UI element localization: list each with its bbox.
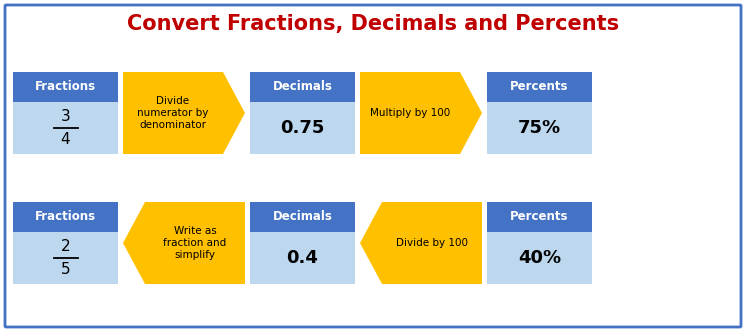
Text: Percents: Percents [510, 210, 568, 223]
FancyBboxPatch shape [250, 72, 355, 102]
Text: 75%: 75% [518, 119, 561, 137]
Text: 4: 4 [60, 132, 70, 147]
FancyBboxPatch shape [13, 72, 118, 102]
Polygon shape [123, 72, 245, 154]
Text: Write as
fraction and
simplify: Write as fraction and simplify [163, 226, 227, 260]
Text: Decimals: Decimals [272, 80, 333, 93]
Text: Percents: Percents [510, 80, 568, 93]
FancyBboxPatch shape [250, 231, 355, 284]
FancyBboxPatch shape [250, 202, 355, 231]
Text: Multiply by 100: Multiply by 100 [370, 108, 450, 118]
Text: 2: 2 [60, 239, 70, 254]
Text: Divide by 100: Divide by 100 [396, 238, 468, 248]
Text: 5: 5 [60, 262, 70, 277]
Polygon shape [123, 202, 245, 284]
Text: Fractions: Fractions [35, 210, 96, 223]
FancyBboxPatch shape [487, 231, 592, 284]
Polygon shape [360, 72, 482, 154]
Text: 0.4: 0.4 [286, 249, 319, 267]
Text: 40%: 40% [518, 249, 561, 267]
Text: Divide
numerator by
denominator: Divide numerator by denominator [137, 96, 209, 129]
FancyBboxPatch shape [13, 202, 118, 231]
Text: Fractions: Fractions [35, 80, 96, 93]
FancyBboxPatch shape [487, 202, 592, 231]
FancyBboxPatch shape [5, 5, 741, 327]
Text: 0.75: 0.75 [280, 119, 325, 137]
FancyBboxPatch shape [487, 72, 592, 102]
Text: Convert Fractions, Decimals and Percents: Convert Fractions, Decimals and Percents [127, 14, 619, 34]
FancyBboxPatch shape [487, 102, 592, 154]
Polygon shape [360, 202, 482, 284]
FancyBboxPatch shape [250, 102, 355, 154]
Text: Decimals: Decimals [272, 210, 333, 223]
FancyBboxPatch shape [13, 102, 118, 154]
FancyBboxPatch shape [13, 231, 118, 284]
Text: 3: 3 [60, 109, 70, 124]
